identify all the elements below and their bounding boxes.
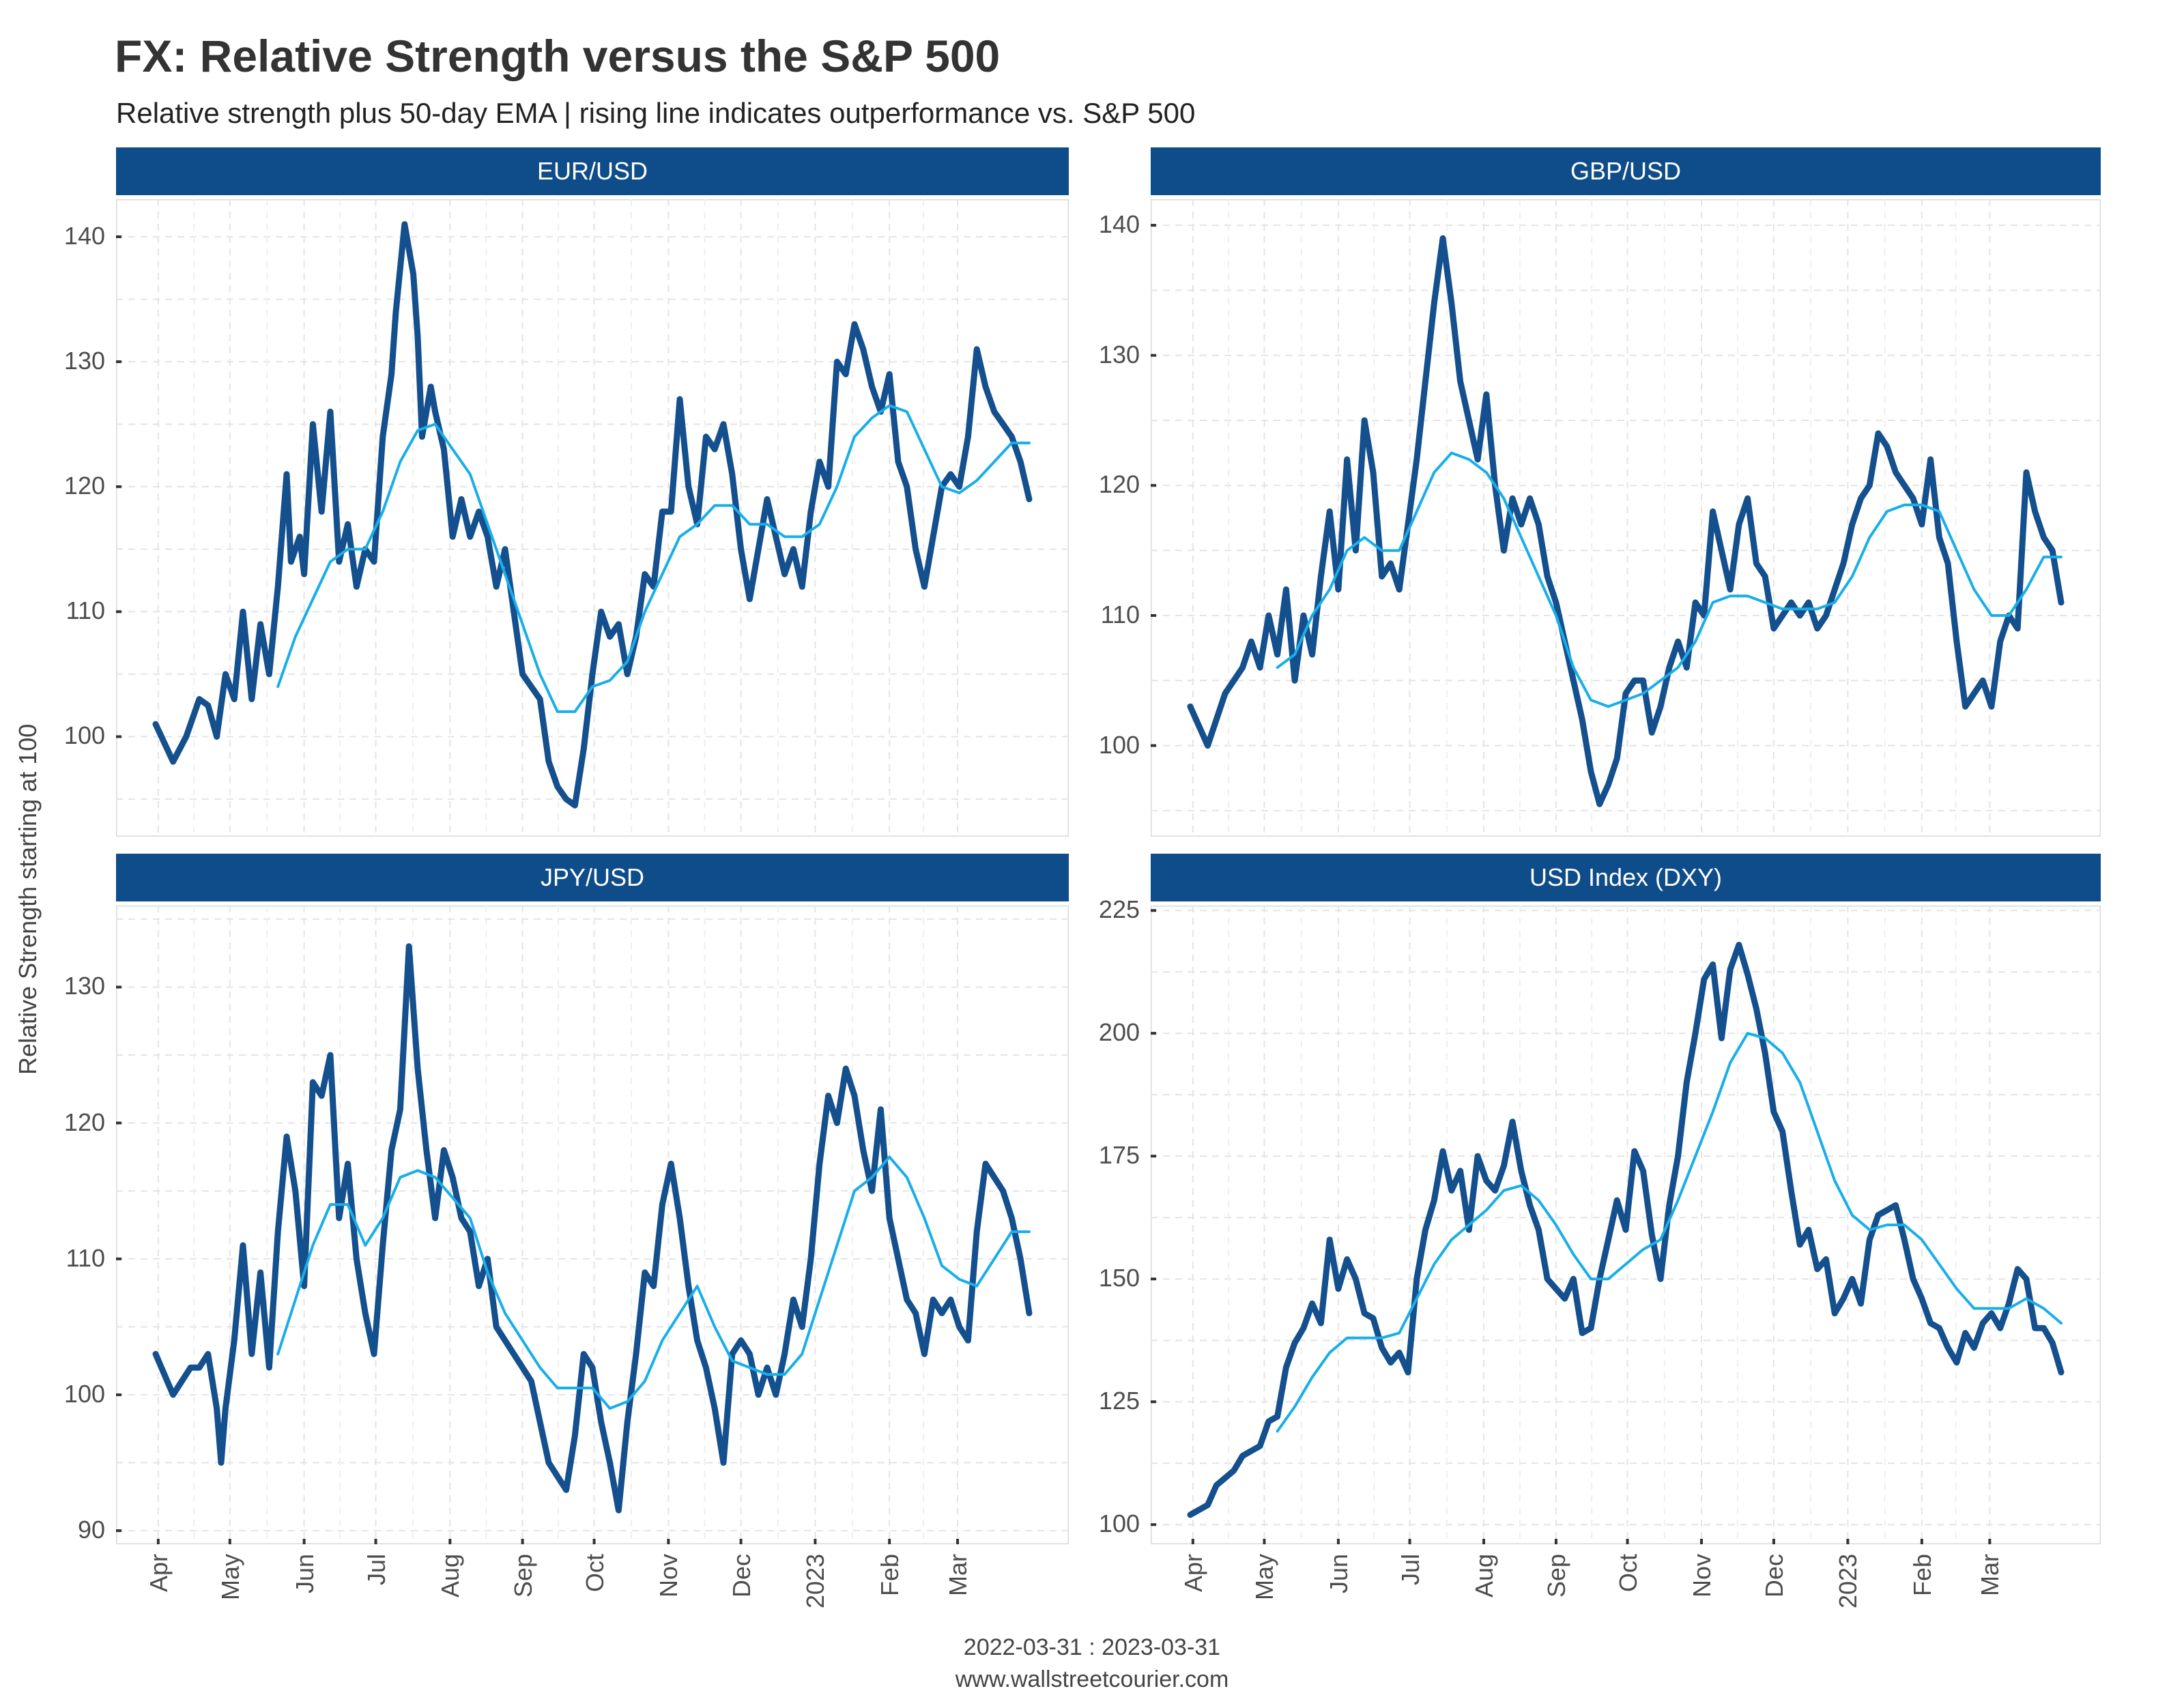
x-tick-label: Mar — [1976, 1554, 2005, 1596]
y-tick-label: 140 — [63, 221, 105, 250]
panel-eur-usd: EUR/USD 100 110 120 130 140 — [64, 147, 1069, 878]
footer-date-range: 2022-03-31 : 2023-03-31 — [963, 1634, 1221, 1660]
y-axis-label: Relative Strength starting at 100 — [14, 723, 42, 1075]
x-tick-label: 2023 — [1834, 1554, 1863, 1609]
x-tick-label: Aug — [1470, 1554, 1498, 1598]
facet-strip-jpy-usd: JPY/USD — [116, 854, 1069, 901]
y-tick-label: 130 — [1098, 340, 1140, 368]
y-tick-label: 110 — [1100, 600, 1140, 628]
y-tick-label: 110 — [66, 1243, 105, 1272]
chart-title: FX: Relative Strength versus the S&P 500 — [115, 31, 1001, 81]
x-tick-label: Dec — [727, 1554, 756, 1598]
panel-border — [116, 199, 1069, 837]
y-tick-label: 120 — [63, 472, 105, 500]
x-tick-label: Apr — [1179, 1554, 1207, 1593]
relative-strength-line-usd-index-dxy — [1187, 942, 2065, 1518]
y-tick-label: 120 — [1098, 470, 1140, 499]
ema-line-eur-usd — [276, 404, 1031, 713]
panel-border — [116, 906, 1069, 1544]
x-tick-label: Nov — [1688, 1554, 1716, 1598]
x-tick-label: Oct — [1613, 1554, 1642, 1593]
y-tick-label: 130 — [63, 347, 105, 375]
y-tick-label: 175 — [1098, 1141, 1140, 1170]
x-tick-label: Feb — [1908, 1554, 1936, 1597]
facet-strip-usd-index-dxy: USD Index (DXY) — [1151, 854, 2101, 901]
facet-strip-gbp-usd: GBP/USD — [1151, 147, 2101, 195]
x-tick-label: Apr — [144, 1554, 173, 1593]
x-tick-label: Oct — [580, 1554, 609, 1593]
panel-border — [1151, 199, 2101, 837]
plot-area-usd-index-dxy — [1151, 906, 2101, 1544]
x-tick-label: Aug — [436, 1554, 465, 1598]
y-tick-label: 150 — [1098, 1264, 1140, 1292]
x-tick-label: 2023 — [801, 1554, 830, 1609]
y-tick-label: 90 — [77, 1516, 105, 1544]
y-tick-label: 225 — [1098, 895, 1140, 924]
x-tick-label: May — [216, 1554, 244, 1601]
panel-gbp-usd: GBP/USD 100 110 120 130 140 — [1099, 147, 2101, 878]
y-tick-label: 100 — [63, 721, 105, 750]
x-tick-label: Sep — [508, 1554, 537, 1598]
y-tick-label: 100 — [1098, 1509, 1140, 1538]
y-tick-label: 100 — [1098, 730, 1140, 759]
facet-strip-eur-usd: EUR/USD — [116, 147, 1069, 195]
chart-subtitle: Relative strength plus 50-day EMA | risi… — [116, 97, 1196, 129]
x-tick-label: Dec — [1759, 1554, 1788, 1598]
ema-line-gbp-usd — [1276, 451, 2063, 708]
y-tick-label: 100 — [63, 1379, 105, 1408]
x-tick-label: Sep — [1542, 1554, 1570, 1598]
x-tick-label: Mar — [944, 1554, 973, 1596]
y-tick-label: 130 — [63, 972, 105, 1000]
panel-jpy-usd: JPY/USD 90 100 110 120 130 Apr May Jun Jul Aug Sep O… — [64, 854, 1069, 1608]
x-tick-label: Jul — [1396, 1554, 1424, 1586]
relative-strength-line-gbp-usd — [1187, 235, 2065, 807]
y-tick-label: 125 — [1098, 1387, 1140, 1415]
x-tick-label: Nov — [655, 1554, 683, 1598]
y-tick-label: 200 — [1098, 1018, 1140, 1047]
plot-area-eur-usd — [116, 199, 1069, 837]
plot-area-gbp-usd — [1151, 199, 2101, 837]
ema-line-usd-index-dxy — [1276, 1032, 2063, 1433]
x-tick-label: Jun — [290, 1554, 319, 1594]
panel-usd-index-dxy: USD Index (DXY) 100 125 150 175 200 225 Apr May J… — [1099, 854, 2101, 1608]
ema-line-jpy-usd — [276, 1155, 1031, 1410]
y-tick-label: 120 — [63, 1108, 105, 1136]
x-tick-label: May — [1250, 1554, 1279, 1601]
panel-border — [1151, 906, 2101, 1544]
y-tick-label: 140 — [1098, 210, 1140, 239]
x-tick-label: Jul — [362, 1554, 390, 1586]
plot-area-jpy-usd — [116, 906, 1069, 1544]
x-tick-label: Jun — [1324, 1554, 1353, 1594]
relative-strength-line-eur-usd — [152, 221, 1033, 809]
y-tick-label: 110 — [66, 596, 105, 625]
x-tick-label: Feb — [876, 1554, 904, 1597]
relative-strength-line-jpy-usd — [152, 943, 1033, 1514]
footer-website: www.wallstreetcourier.com — [955, 1666, 1229, 1692]
